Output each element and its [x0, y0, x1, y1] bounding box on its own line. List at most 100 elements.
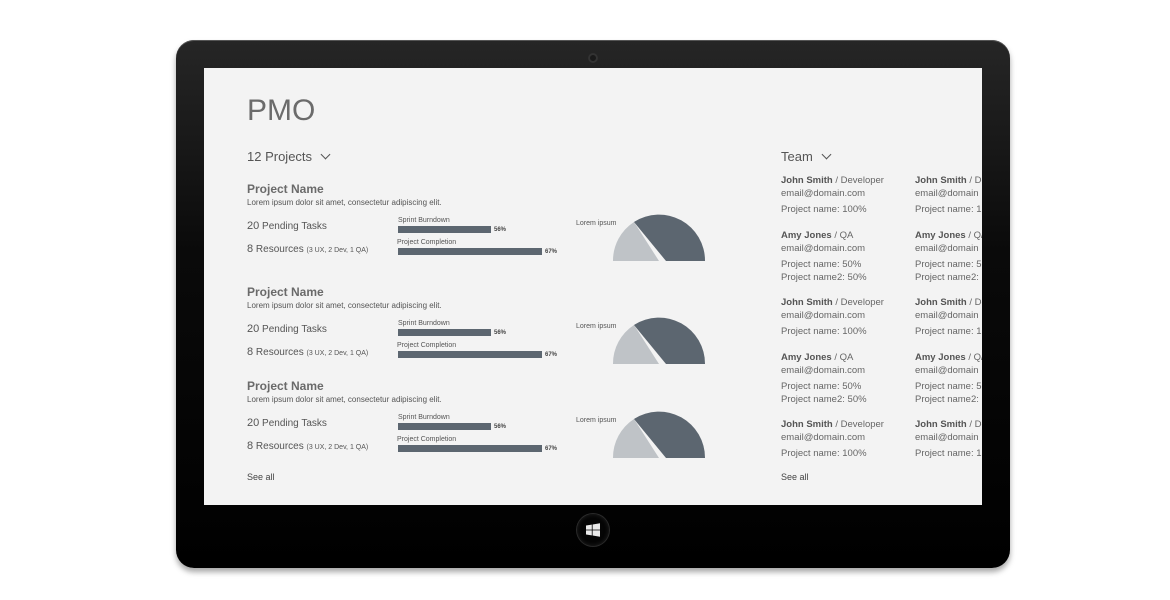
member-name: John Smith	[915, 175, 967, 186]
project-card[interactable]: Project Name Lorem ipsum dolor sit amet,…	[247, 379, 717, 479]
member-allocation: Project name: 1	[915, 204, 982, 215]
member-role: / Developer	[832, 297, 884, 308]
camera-icon	[588, 53, 598, 63]
resources-count: 8	[247, 243, 254, 255]
resources-detail: (3 UX, 2 Dev, 1 QA)	[306, 350, 369, 357]
project-card[interactable]: Project Name Lorem ipsum dolor sit amet,…	[247, 285, 717, 385]
member-email[interactable]: email@domain.com	[781, 365, 866, 376]
burndown-bar	[398, 226, 491, 233]
member-name: John Smith	[781, 297, 833, 308]
member-allocation: Project name: 1	[915, 326, 982, 337]
resources-detail: (3 UX, 2 Dev, 1 QA)	[306, 444, 369, 451]
member-email[interactable]: email@domain.com	[781, 432, 866, 443]
member-email[interactable]: email@domain.com	[781, 310, 866, 321]
member-name: Amy Jones	[781, 352, 832, 363]
project-name[interactable]: Project Name	[247, 379, 324, 393]
project-card[interactable]: Project Name Lorem ipsum dolor sit amet,…	[247, 182, 717, 282]
project-name[interactable]: Project Name	[247, 285, 324, 299]
tablet-device: PMO 12 Projects Project Name Lorem ipsum…	[176, 40, 1010, 568]
burndown-label: Sprint Burndown	[398, 217, 450, 224]
pie-label: Lorem ipsum	[576, 323, 617, 330]
semi-pie-dark-slice	[634, 214, 706, 261]
completion-label: Project Completion	[397, 342, 457, 349]
burndown-value: 56%	[494, 330, 507, 336]
semi-pie-chart	[612, 317, 706, 364]
team-member[interactable]: Amy Jones / QA email@domain.com Project …	[781, 351, 911, 406]
member-email[interactable]: email@domain	[915, 310, 979, 321]
pending-tasks: 20 Pending Tasks	[247, 417, 327, 429]
team-member[interactable]: Amy Jones / Q/ email@domain Project name…	[915, 229, 982, 284]
pending-label: Pending Tasks	[262, 221, 327, 232]
member-allocation: Project name: 50%	[781, 259, 862, 270]
projects-dropdown[interactable]: 12 Projects	[247, 149, 331, 164]
project-description: Lorem ipsum dolor sit amet, consectetur …	[247, 301, 442, 310]
chevron-down-icon	[821, 149, 832, 160]
projects-dropdown-label: 12 Projects	[247, 149, 313, 164]
member-name: Amy Jones	[915, 352, 966, 363]
completion-bar	[398, 445, 542, 452]
team-member[interactable]: John Smith / De email@domain Project nam…	[915, 418, 982, 460]
resources: 8 Resources (3 UX, 2 Dev, 1 QA)	[247, 243, 368, 255]
resources-detail: (3 UX, 2 Dev, 1 QA)	[306, 247, 369, 254]
member-email[interactable]: email@domain	[915, 365, 979, 376]
team-member[interactable]: John Smith / De email@domain Project nam…	[915, 174, 982, 216]
member-role: / De	[969, 419, 982, 430]
member-email[interactable]: email@domain	[915, 243, 979, 254]
member-role: / Q/	[965, 230, 982, 241]
semi-pie-light-slice	[612, 325, 659, 364]
team-see-all-link[interactable]: See all	[781, 472, 809, 482]
project-name[interactable]: Project Name	[247, 182, 324, 196]
chevron-down-icon	[320, 149, 331, 160]
member-email[interactable]: email@domain	[915, 188, 979, 199]
team-dropdown-label: Team	[781, 149, 813, 164]
member-allocation: Project name: 100%	[781, 204, 867, 215]
semi-pie-chart	[612, 411, 706, 458]
member-name: John Smith	[915, 419, 967, 430]
burndown-label: Sprint Burndown	[398, 320, 450, 327]
completion-bar	[398, 248, 542, 255]
member-allocation: Project name2: 50%	[781, 272, 867, 283]
team-member[interactable]: John Smith / Developer email@domain.com …	[781, 296, 911, 338]
member-name: John Smith	[781, 419, 833, 430]
member-heading: John Smith / Developer	[781, 418, 911, 431]
completion-label: Project Completion	[397, 436, 457, 443]
team-member[interactable]: John Smith / Developer email@domain.com …	[781, 174, 911, 216]
pie-label: Lorem ipsum	[576, 417, 617, 424]
member-heading: John Smith / Developer	[781, 296, 911, 309]
resources-label: Resources	[255, 244, 304, 255]
completion-bar	[398, 351, 542, 358]
burndown-value: 56%	[494, 424, 507, 430]
team-member[interactable]: John Smith / Developer email@domain.com …	[781, 418, 911, 460]
member-heading: John Smith / Developer	[781, 174, 911, 187]
team-member[interactable]: John Smith / De email@domain Project nam…	[915, 296, 982, 338]
member-name: Amy Jones	[915, 230, 966, 241]
member-allocation: Project name2:	[915, 394, 979, 405]
member-allocation: Project name2: 50%	[781, 394, 867, 405]
member-allocation: Project name: 50%	[781, 381, 862, 392]
member-heading: Amy Jones / QA	[781, 351, 911, 364]
page-title: PMO	[247, 94, 316, 127]
team-member[interactable]: Amy Jones / Q/ email@domain Project name…	[915, 351, 982, 406]
completion-label: Project Completion	[397, 239, 457, 246]
team-dropdown[interactable]: Team	[781, 149, 832, 164]
team-member[interactable]: Amy Jones / QA email@domain.com Project …	[781, 229, 911, 284]
windows-button[interactable]	[577, 514, 609, 546]
member-allocation: Project name: 100%	[781, 326, 867, 337]
pending-label: Pending Tasks	[262, 418, 327, 429]
member-name: Amy Jones	[781, 230, 832, 241]
semi-pie-light-slice	[612, 222, 659, 261]
completion-value: 67%	[545, 446, 558, 452]
pie-label: Lorem ipsum	[576, 220, 617, 227]
member-email[interactable]: email@domain.com	[781, 188, 866, 199]
semi-pie-dark-slice	[634, 411, 706, 458]
member-allocation: Project name2:	[915, 272, 979, 283]
resources-count: 8	[247, 346, 254, 358]
member-heading: John Smith / De	[915, 418, 982, 431]
pending-count: 20	[247, 220, 260, 232]
member-email[interactable]: email@domain.com	[781, 243, 866, 254]
project-description: Lorem ipsum dolor sit amet, consectetur …	[247, 395, 442, 404]
projects-see-all-link[interactable]: See all	[247, 472, 275, 482]
resources-count: 8	[247, 440, 254, 452]
member-email[interactable]: email@domain	[915, 432, 979, 443]
semi-pie-chart	[612, 214, 706, 261]
